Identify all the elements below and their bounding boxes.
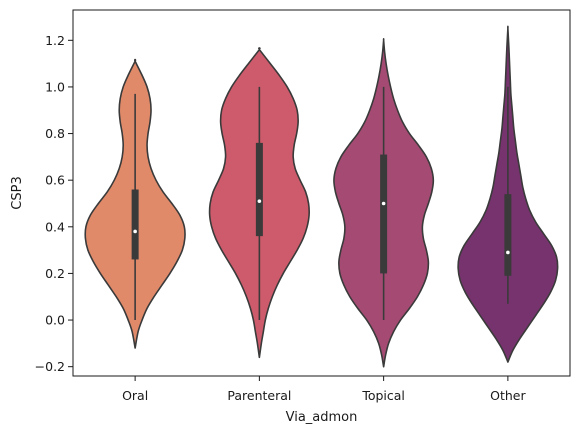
plot-frame — [72, 9, 571, 377]
violin-iqr-box — [131, 189, 139, 260]
y-axis-title: CSP3 — [10, 176, 25, 209]
y-axis: −0.2 0.0 0.2 0.4 0.6 0.8 1.0 1.2 — [35, 33, 73, 374]
violin-iqr-box — [255, 142, 263, 237]
x-tick-label: Parenteral — [227, 388, 291, 403]
violin-iqr-box — [504, 194, 512, 276]
violin-oral — [84, 58, 186, 349]
y-tick-label: 1.0 — [45, 79, 65, 94]
y-tick-label: 0.0 — [45, 313, 65, 328]
y-tick-label: 0.8 — [45, 126, 65, 141]
x-axis: Oral Parenteral Topical Other — [122, 376, 526, 403]
violin-median-point — [506, 250, 510, 255]
violin-other — [457, 25, 559, 363]
x-axis-title: Via_admon — [286, 410, 358, 425]
y-tick-label: 0.4 — [45, 219, 65, 234]
violin-iqr-box — [380, 154, 388, 274]
violin-topical — [333, 38, 435, 368]
x-tick-label: Oral — [122, 388, 148, 403]
violin-parenteral — [208, 47, 310, 359]
y-tick-label: 0.2 — [45, 266, 65, 281]
x-tick-label: Other — [490, 388, 526, 403]
violin-median-point — [257, 199, 262, 203]
y-tick-label: −0.2 — [35, 359, 65, 374]
violin-median-point — [133, 229, 137, 234]
violins-layer — [84, 25, 559, 368]
y-tick-label: 0.6 — [45, 173, 65, 188]
y-tick-label: 1.2 — [45, 33, 65, 48]
x-tick-label: Topical — [361, 388, 405, 403]
violin-median-point — [381, 201, 386, 206]
